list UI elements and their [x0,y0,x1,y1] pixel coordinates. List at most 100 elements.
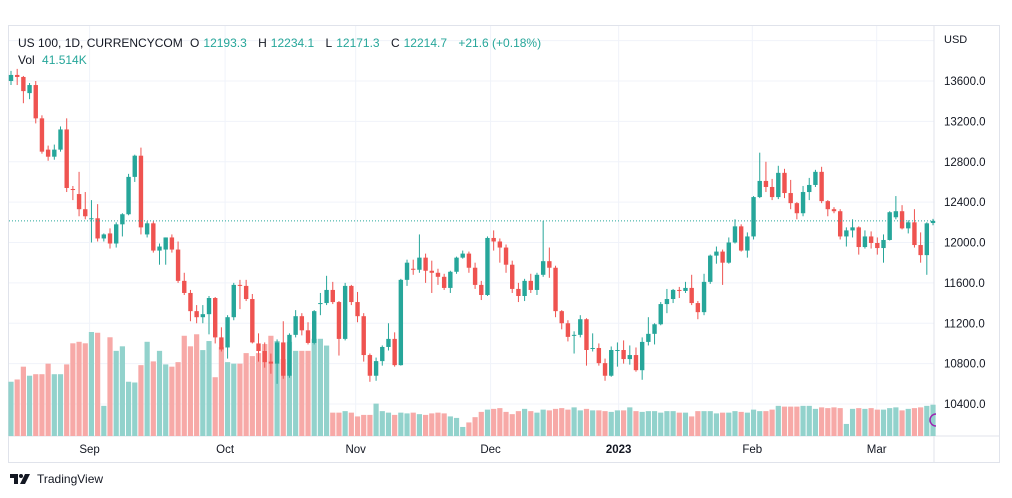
volume-bar [571,407,577,436]
candle-body [510,264,515,289]
symbol-title[interactable]: US 100, 1D, CURRENCYCOM [18,36,183,50]
candle-body [336,302,342,339]
volume-bar [323,345,330,436]
volume-bar [330,412,336,436]
volume-bar [20,366,26,436]
volume-label[interactable]: Vol [18,53,35,67]
volume-bar [138,365,144,436]
volume-bar [354,416,361,436]
candle-body [70,189,76,191]
time-tick-label: Sep [79,444,99,456]
candle-body [547,261,552,268]
candle-body [213,298,218,338]
tradingview-logo-icon [10,474,30,484]
volume-bar [849,408,856,436]
candle-body [881,239,886,249]
volume-bar [218,347,224,436]
volume-bar [119,346,125,436]
volume-bar [51,374,57,436]
volume-bar [503,411,509,436]
candle-body [39,118,45,152]
tradingview-logo[interactable]: TradingView [10,472,103,486]
volume-bar [899,410,905,436]
volume-bar [775,405,781,436]
candle-body [528,280,533,290]
volume-bar [905,408,911,436]
candle-body [615,349,620,351]
price-tick-label: 11200.0 [944,318,985,330]
candle-body [522,280,527,296]
candle-body [782,172,787,194]
volume-bar [392,414,398,436]
candle-body [219,337,224,350]
candle-body [45,149,51,157]
volume-bar [565,409,571,436]
candle-body [206,298,212,315]
volume-bar [379,411,385,436]
candle-body [423,257,428,271]
volume-bar [317,338,323,436]
candle-body [126,176,131,215]
volume-bar [602,411,608,436]
volume-bar [169,366,175,436]
volume-bar [194,334,200,436]
volume-bar [478,411,484,436]
candle-body [633,355,639,371]
candle-body [831,209,837,212]
candle-body [912,222,917,246]
candle-body [726,242,731,263]
candle-body [256,343,261,352]
candle-body [460,253,465,258]
candle-body [157,246,162,251]
candle-body [466,253,472,268]
volume-bar [404,413,410,436]
candle-body [429,270,434,273]
volume-bar [695,411,701,436]
candle-body [788,193,793,204]
high-value: 12234.1 [270,36,315,50]
volume-bar [274,341,280,436]
volume-bar [14,379,20,436]
volume-bar [286,341,293,436]
volume-bar [293,350,299,436]
candle-body [534,274,540,290]
candle-body [293,316,298,335]
candle-body [571,334,577,336]
volume-bar [429,413,435,436]
candle-body [107,233,113,244]
event-marker-icon[interactable] [929,413,937,427]
volume-bar [633,411,639,436]
volume-bar [181,335,187,436]
close-label: C [390,36,400,50]
volume-bar [596,410,602,436]
time-tick-label: Nov [345,444,366,456]
candle-body [194,311,199,318]
volume-bar [466,422,472,436]
candle-body [355,302,360,317]
volume-bar [559,408,565,436]
volume-bar [528,411,534,436]
volume-bar [497,408,503,436]
candle-body [200,314,206,318]
volume-bar [515,411,522,436]
candle-body [794,203,800,214]
volume-bar [231,363,237,436]
volume-bar [212,377,218,436]
volume-bar [788,406,794,436]
candle-body [540,261,546,275]
candle-body [435,272,441,277]
time-tick-label: Mar [867,444,887,456]
volume-bar [361,414,367,436]
volume-bar [645,411,651,436]
volume-bar [552,408,559,436]
volume-bar [862,408,868,436]
volume-bar [484,409,491,436]
volume-bar [132,382,138,436]
open-label: O [190,36,200,50]
candle-body [448,271,453,288]
candle-body [330,289,335,303]
volume-bar [472,417,478,436]
candle-body [312,311,317,343]
open-value: 12193.3 [203,36,247,50]
